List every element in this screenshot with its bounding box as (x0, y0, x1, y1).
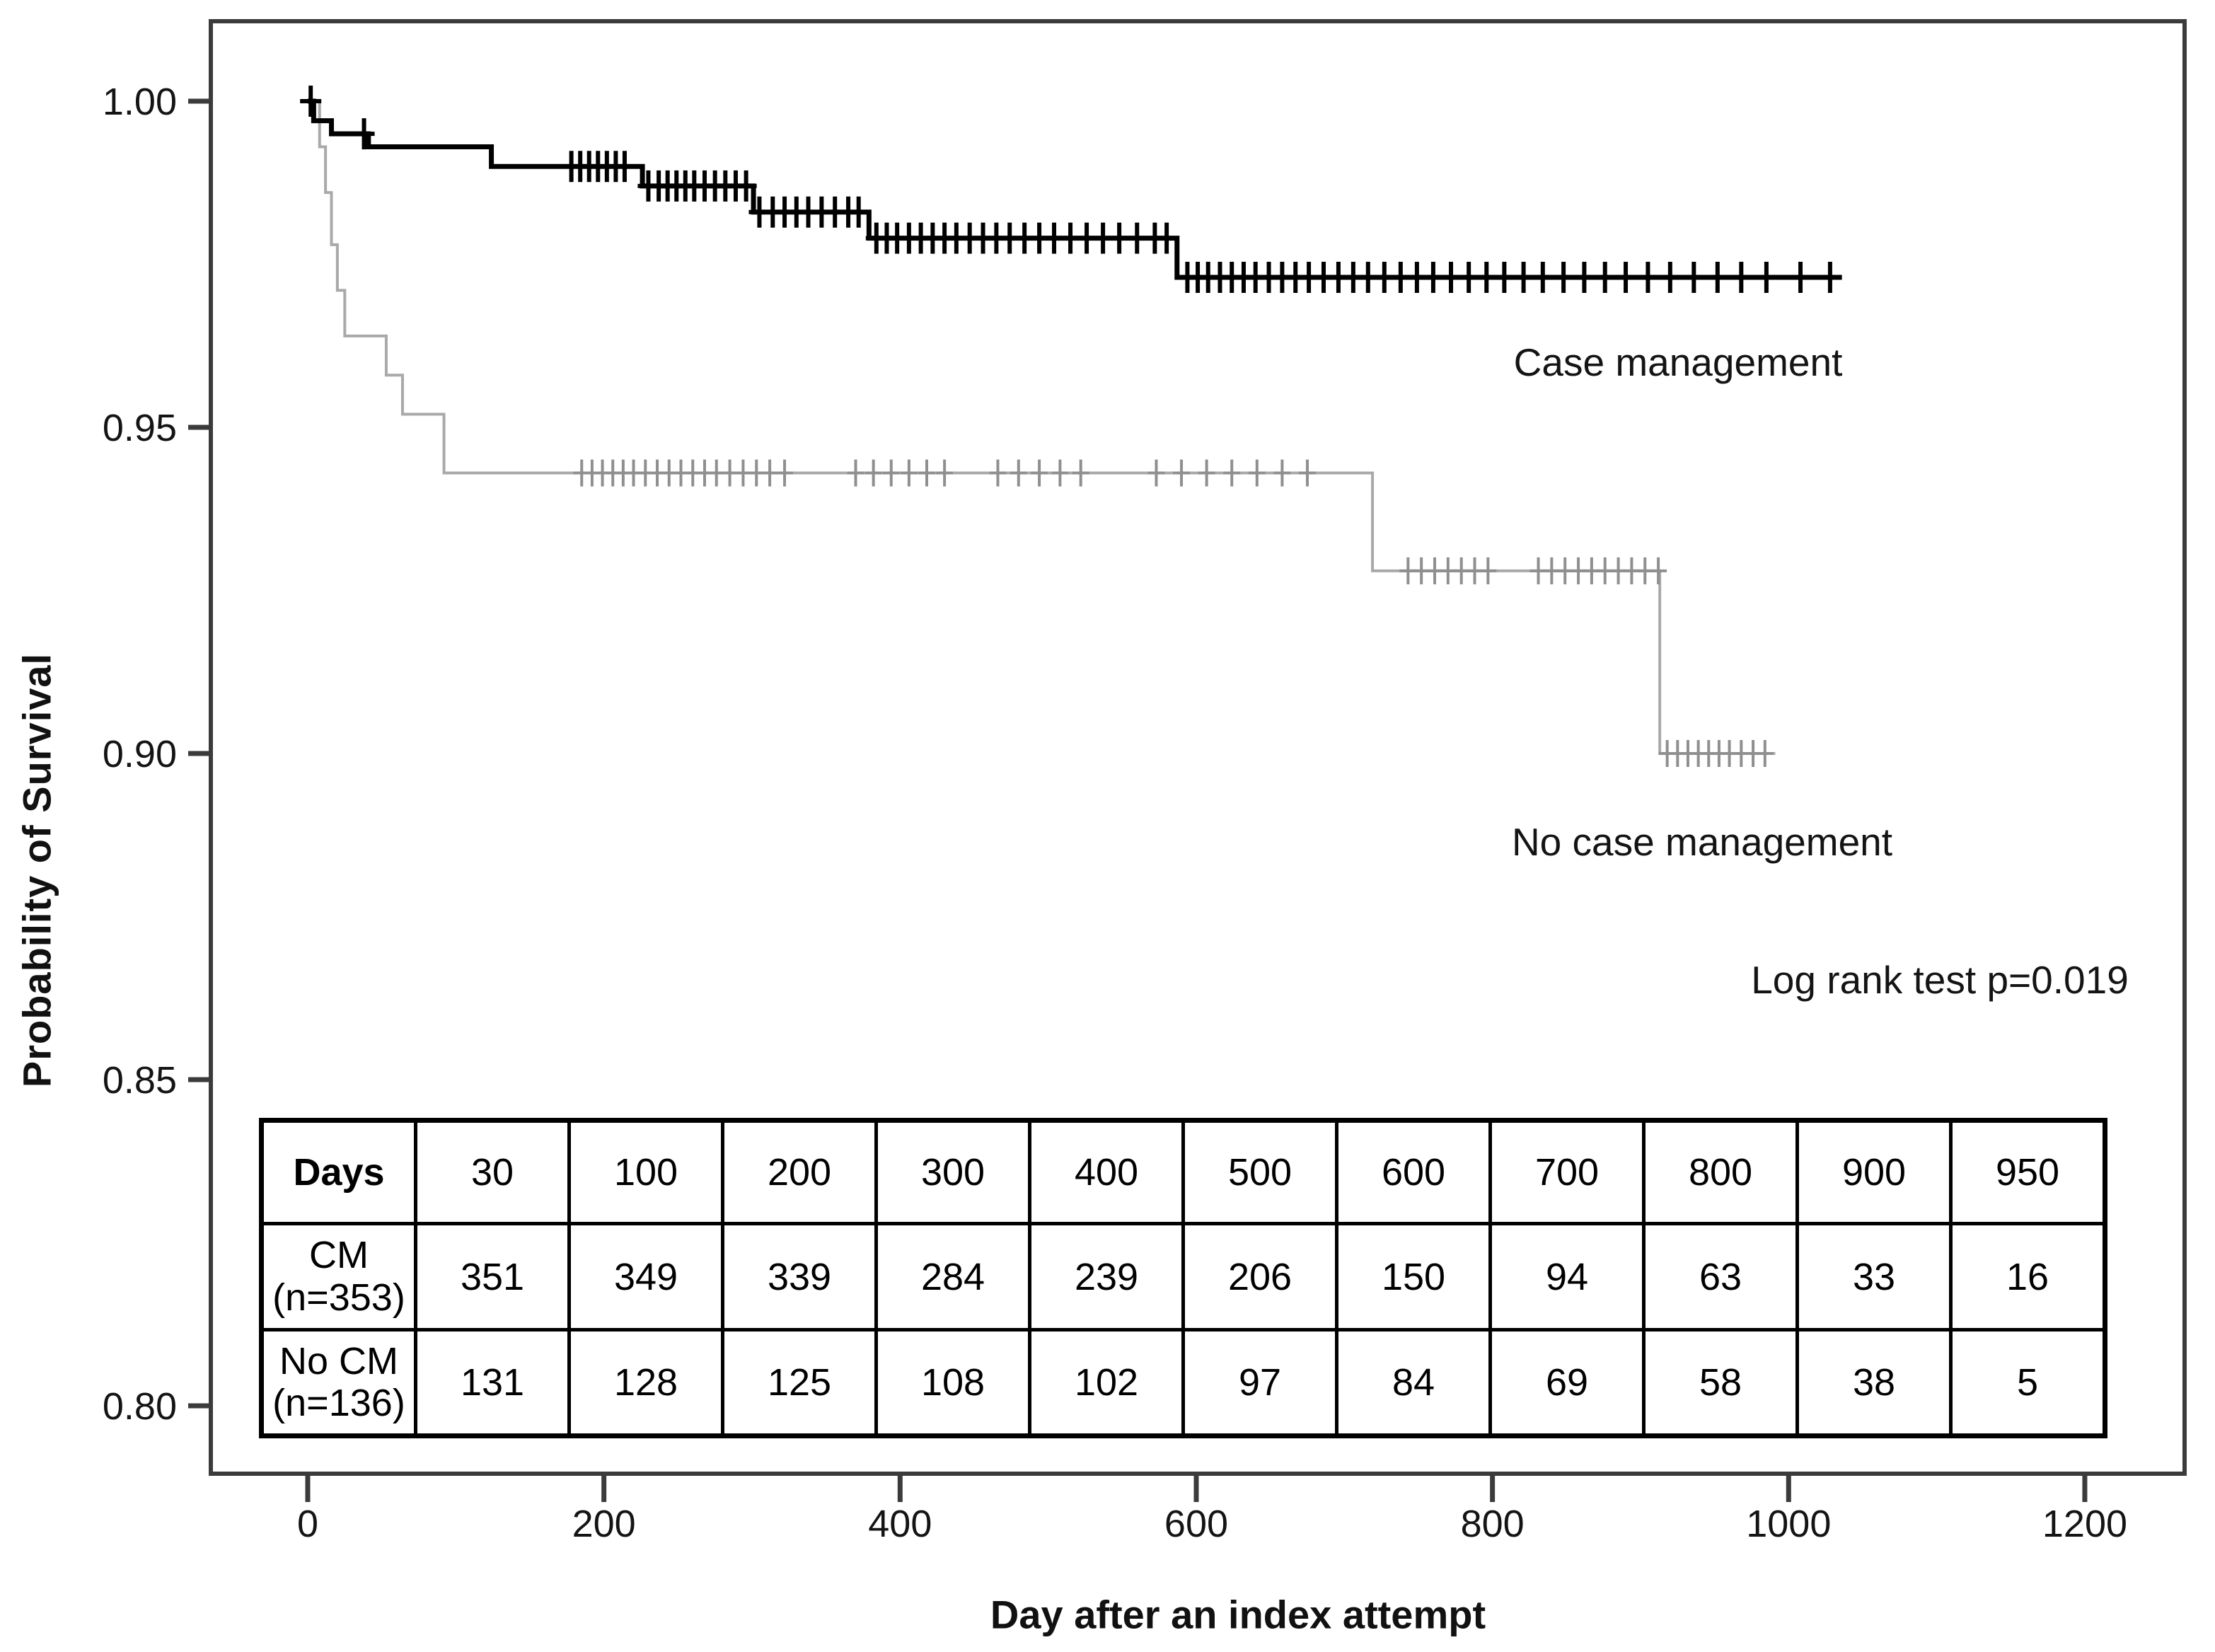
risk-table-count-cell: 69 (1488, 1328, 1646, 1438)
risk-table-group-label: CM (n=353) (260, 1222, 417, 1332)
y-axis-ticks: 1.00 0.95 0.90 0.85 0.80 (103, 81, 211, 1428)
x-tick-label: 0 (297, 1503, 318, 1545)
label-no-case-management: No case management (1511, 820, 1893, 864)
risk-table-count-cell: 339 (721, 1222, 878, 1332)
risk-table-count-cell: 84 (1335, 1328, 1492, 1438)
risk-table-count-cell: 102 (1028, 1328, 1185, 1438)
risk-table-count-cell: 94 (1488, 1222, 1646, 1332)
risk-table-header-row: Days 30 100 200 300 400 500 600 700 800 900 950 (260, 1119, 2107, 1225)
risk-table-group-label: No CM (n=136) (260, 1328, 417, 1438)
y-tick-label: 0.95 (103, 407, 177, 449)
risk-table-row: No CM (n=136) 131 128 125 108 102 97 84 69 58 38 5 (260, 1328, 2107, 1438)
risk-table-count-cell: 239 (1028, 1222, 1185, 1332)
risk-table-count-cell: 63 (1642, 1222, 1799, 1332)
y-tick-label: 0.85 (103, 1059, 177, 1102)
censor-marks-case-management (300, 86, 1841, 293)
risk-table-day-cell: 400 (1028, 1119, 1185, 1225)
risk-table-day-cell: 200 (721, 1119, 878, 1225)
censor-marks-no-case-management (573, 459, 1774, 767)
risk-table-day-cell: 900 (1795, 1119, 1953, 1225)
x-tick-label: 800 (1461, 1503, 1525, 1545)
label-case-management: Case management (1513, 340, 1843, 384)
x-axis-ticks: 0 200 400 600 800 1000 1200 (297, 1474, 2127, 1545)
risk-table-count-cell: 284 (874, 1222, 1031, 1332)
risk-table-count-cell: 125 (721, 1328, 878, 1438)
x-tick-label: 200 (572, 1503, 636, 1545)
risk-table-day-cell: 700 (1488, 1119, 1646, 1225)
x-tick-label: 1000 (1746, 1503, 1831, 1545)
risk-table-count-cell: 97 (1181, 1328, 1338, 1438)
risk-table-day-cell: 100 (567, 1119, 724, 1225)
risk-table-row: CM (n=353) 351 349 339 284 239 206 150 94 63 33 16 (260, 1222, 2107, 1332)
risk-table-day-cell: 500 (1181, 1119, 1338, 1225)
y-tick-label: 0.80 (103, 1385, 177, 1428)
risk-table-count-cell: 349 (567, 1222, 724, 1332)
risk-table-day-cell: 30 (414, 1119, 571, 1225)
label-log-rank-p-value: Log rank test p=0.019 (1751, 958, 2129, 1002)
risk-table-count-cell: 33 (1795, 1222, 1953, 1332)
risk-table-day-cell: 950 (1949, 1119, 2107, 1225)
risk-table-count-cell: 16 (1949, 1222, 2107, 1332)
x-axis-title: Day after an index attempt (990, 1592, 1486, 1637)
x-tick-label: 400 (868, 1503, 932, 1545)
risk-table-count-cell: 150 (1335, 1222, 1492, 1332)
risk-table-day-cell: 300 (874, 1119, 1031, 1225)
risk-table-count-cell: 128 (567, 1328, 724, 1438)
risk-table-count-cell: 108 (874, 1328, 1031, 1438)
risk-table-count-cell: 131 (414, 1328, 571, 1438)
survival-step-line (308, 100, 1776, 755)
risk-table-days-header: Days (260, 1119, 417, 1225)
curve-case-management (300, 86, 1842, 293)
y-axis-title: Probability of Survival (14, 652, 59, 1088)
curve-no-case-management (308, 100, 1776, 767)
y-tick-label: 1.00 (103, 81, 177, 123)
risk-table-count-cell: 351 (414, 1222, 571, 1332)
risk-table-count-cell: 206 (1181, 1222, 1338, 1332)
y-tick-label: 0.90 (103, 733, 177, 775)
risk-table-day-cell: 800 (1642, 1119, 1799, 1225)
risk-table-count-cell: 38 (1795, 1328, 1953, 1438)
x-tick-label: 1200 (2042, 1503, 2127, 1545)
risk-table: Days 30 100 200 300 400 500 600 700 800 900 950 CM (n… (259, 1118, 2107, 1438)
x-tick-label: 600 (1164, 1503, 1228, 1545)
risk-table-count-cell: 58 (1642, 1328, 1799, 1438)
risk-table-day-cell: 600 (1335, 1119, 1492, 1225)
risk-table-count-cell: 5 (1949, 1328, 2107, 1438)
survival-step-line (308, 98, 1842, 280)
